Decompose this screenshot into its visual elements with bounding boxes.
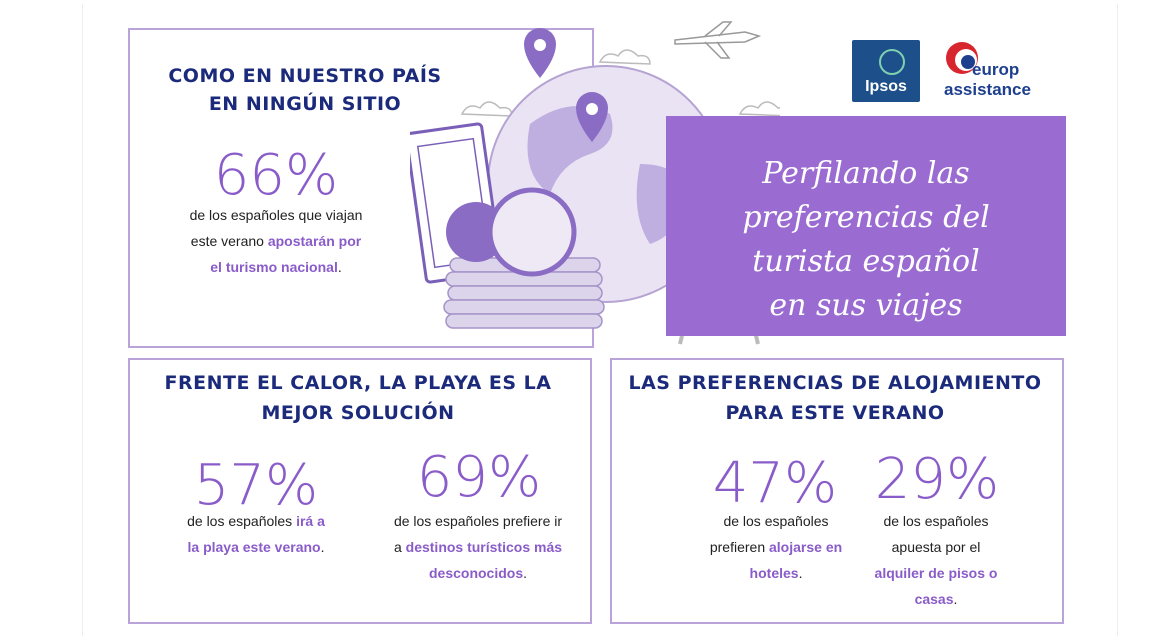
stat-47: 47% bbox=[712, 451, 838, 516]
section2-text-a: de los españoles irá a la playa este ver… bbox=[187, 513, 325, 555]
section3-text-a: de los españoles prefieren alojarse en h… bbox=[709, 513, 843, 581]
title-banner: Perfilando las preferencias del turista … bbox=[666, 116, 1066, 336]
cloud-icon bbox=[460, 49, 780, 117]
section1-heading: COMO EN NUESTRO PAÍS EN NINGÚN SITIO bbox=[168, 65, 442, 115]
stat-57: 57% bbox=[193, 453, 319, 518]
banner-title: Perfilando las preferencias del turista … bbox=[742, 156, 990, 323]
travel-illustration bbox=[410, 21, 780, 345]
section-beach bbox=[128, 358, 592, 624]
section1-text: de los españoles que viajan este verano … bbox=[189, 207, 363, 275]
stat-66: 66% bbox=[213, 143, 339, 208]
section3-text-b: de los españoles apuesta por el alquiler… bbox=[874, 513, 998, 607]
ipsos-logo: Ipsos bbox=[852, 40, 920, 102]
europ-assistance-logo: europ assistance bbox=[944, 40, 1054, 102]
map-pin-icon bbox=[524, 28, 608, 142]
stat-29: 29% bbox=[874, 447, 1000, 512]
section-accommodation bbox=[610, 358, 1064, 624]
stat-69: 69% bbox=[416, 445, 542, 510]
section2-text-b: de los españoles prefiere ir a destinos … bbox=[393, 513, 563, 581]
section2-heading: FRENTE EL CALOR, LA PLAYA ES LA MEJOR SO… bbox=[164, 372, 552, 424]
airplane-icon bbox=[674, 21, 762, 59]
coin-stack-icon bbox=[443, 187, 605, 329]
section3-heading: LAS PREFERENCIAS DE ALOJAMIENTO PARA EST… bbox=[628, 372, 1042, 424]
